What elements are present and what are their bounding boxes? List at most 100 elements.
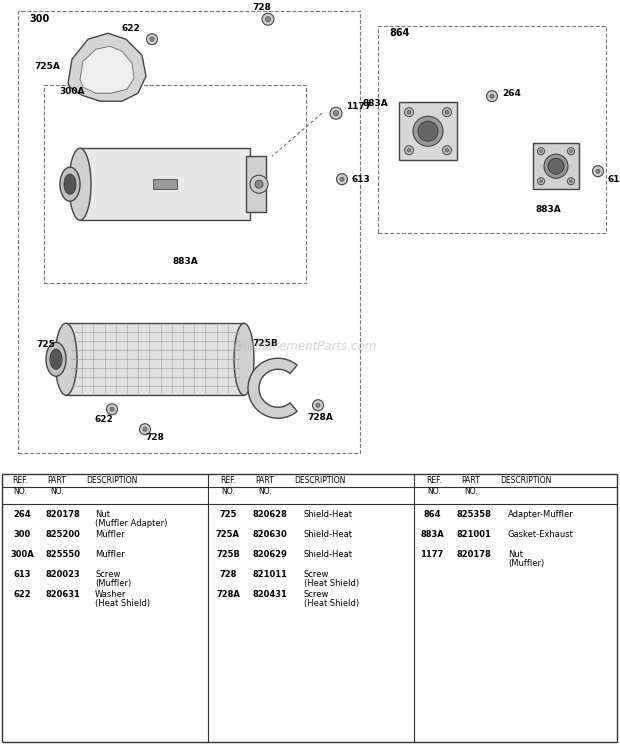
- Bar: [18, 11, 360, 453]
- Text: 728: 728: [219, 571, 237, 580]
- Text: (Muffler Adapter): (Muffler Adapter): [95, 519, 167, 528]
- Text: 622: 622: [95, 414, 113, 424]
- Text: 820431: 820431: [252, 590, 288, 599]
- Text: 883A: 883A: [420, 530, 444, 539]
- Text: 820178: 820178: [456, 551, 492, 559]
- Text: 725A: 725A: [34, 62, 60, 71]
- Text: 613: 613: [13, 571, 31, 580]
- Text: REF.
NO.: REF. NO.: [220, 476, 236, 496]
- Text: Adapter-Muffler: Adapter-Muffler: [508, 510, 574, 519]
- Text: 622: 622: [13, 590, 31, 599]
- Text: DESCRIPTION: DESCRIPTION: [86, 476, 138, 485]
- Text: DESCRIPTION: DESCRIPTION: [500, 476, 552, 485]
- Text: 728A: 728A: [307, 413, 333, 422]
- Ellipse shape: [50, 349, 62, 369]
- Text: Shield-Heat: Shield-Heat: [304, 510, 353, 519]
- Text: 725B: 725B: [252, 339, 278, 347]
- Ellipse shape: [55, 323, 77, 395]
- Circle shape: [334, 111, 339, 116]
- Text: 728: 728: [252, 3, 272, 12]
- Polygon shape: [68, 33, 146, 101]
- Bar: [66, 323, 244, 395]
- Circle shape: [262, 13, 274, 25]
- Circle shape: [407, 148, 411, 152]
- Text: Washer: Washer: [95, 590, 126, 599]
- Circle shape: [567, 178, 575, 185]
- Circle shape: [539, 150, 542, 153]
- Text: eReplacementParts.com: eReplacementParts.com: [233, 340, 377, 353]
- Text: Shield-Heat: Shield-Heat: [304, 530, 353, 539]
- Text: Screw: Screw: [304, 590, 329, 599]
- Text: Nut: Nut: [95, 510, 110, 519]
- Circle shape: [487, 91, 497, 102]
- Text: 725A: 725A: [216, 530, 240, 539]
- Circle shape: [330, 107, 342, 119]
- Polygon shape: [248, 359, 297, 418]
- Circle shape: [110, 407, 114, 411]
- Circle shape: [150, 37, 154, 41]
- Text: Muffler: Muffler: [95, 551, 125, 559]
- Text: Muffler: Muffler: [95, 530, 125, 539]
- Circle shape: [538, 148, 544, 155]
- Text: 820023: 820023: [46, 571, 81, 580]
- Bar: [533, 143, 579, 189]
- Text: 300: 300: [30, 14, 50, 25]
- Text: 264: 264: [502, 89, 521, 97]
- Text: Nut: Nut: [508, 551, 523, 559]
- Circle shape: [413, 116, 443, 147]
- Text: 820629: 820629: [252, 551, 288, 559]
- Circle shape: [312, 400, 324, 411]
- Bar: [80, 148, 250, 220]
- Bar: [153, 179, 177, 189]
- Circle shape: [107, 404, 118, 414]
- Text: 300A: 300A: [60, 87, 85, 96]
- Ellipse shape: [69, 148, 91, 220]
- Circle shape: [445, 110, 449, 114]
- Circle shape: [418, 121, 438, 141]
- Text: 820628: 820628: [252, 510, 288, 519]
- Text: (Muffler): (Muffler): [95, 580, 131, 589]
- Bar: [399, 102, 457, 160]
- Text: 300A: 300A: [10, 551, 34, 559]
- Text: 864: 864: [390, 28, 410, 38]
- Text: 864: 864: [423, 510, 441, 519]
- Text: (Muffler): (Muffler): [508, 559, 544, 568]
- Text: 725: 725: [219, 510, 237, 519]
- Text: 821001: 821001: [456, 530, 492, 539]
- Text: 622: 622: [122, 24, 140, 33]
- Text: (Heat Shield): (Heat Shield): [304, 599, 359, 609]
- Text: 1177: 1177: [420, 551, 444, 559]
- Text: Shield-Heat: Shield-Heat: [304, 551, 353, 559]
- Circle shape: [140, 424, 151, 434]
- Text: 883A: 883A: [535, 205, 561, 214]
- Circle shape: [337, 173, 347, 185]
- Circle shape: [538, 178, 544, 185]
- Text: (Heat Shield): (Heat Shield): [304, 580, 359, 589]
- Circle shape: [596, 169, 600, 173]
- Text: Screw: Screw: [304, 571, 329, 580]
- Circle shape: [316, 403, 320, 407]
- Circle shape: [404, 146, 414, 155]
- Text: 728A: 728A: [216, 590, 240, 599]
- Text: 883A: 883A: [362, 99, 388, 108]
- Circle shape: [544, 154, 568, 179]
- Text: 883A: 883A: [172, 257, 198, 266]
- Text: 1177: 1177: [346, 102, 371, 111]
- Circle shape: [567, 148, 575, 155]
- Text: 825550: 825550: [45, 551, 81, 559]
- Text: 820178: 820178: [46, 510, 81, 519]
- Text: Gasket-Exhaust: Gasket-Exhaust: [508, 530, 574, 539]
- Ellipse shape: [234, 323, 254, 395]
- Circle shape: [570, 150, 572, 153]
- Circle shape: [265, 16, 270, 22]
- Circle shape: [255, 180, 263, 188]
- Text: 300: 300: [14, 530, 30, 539]
- Bar: [44, 86, 306, 283]
- Text: DESCRIPTION: DESCRIPTION: [294, 476, 346, 485]
- Bar: [246, 156, 266, 212]
- Circle shape: [407, 110, 411, 114]
- Circle shape: [490, 94, 494, 98]
- Text: 821011: 821011: [252, 571, 288, 580]
- Circle shape: [143, 427, 147, 432]
- Text: PART
NO.: PART NO.: [48, 476, 66, 496]
